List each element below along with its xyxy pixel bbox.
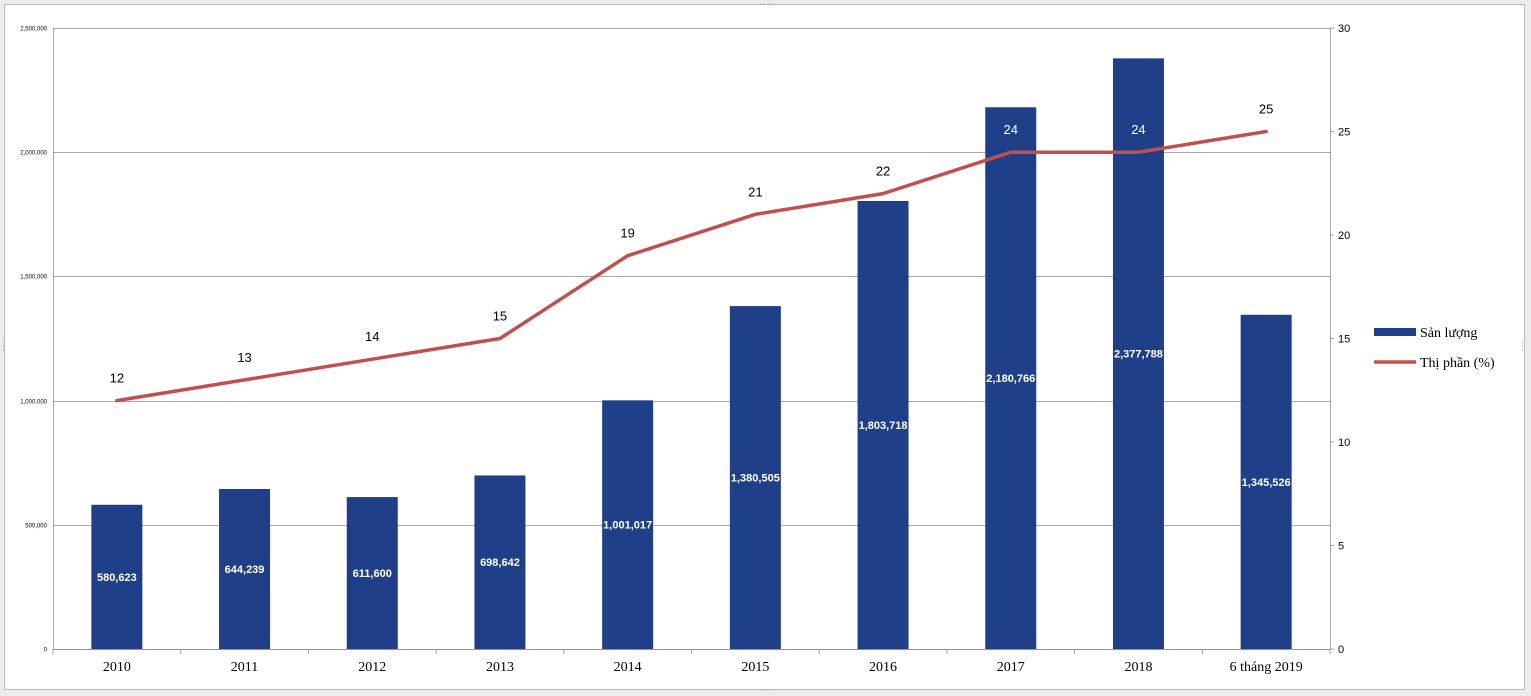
bar-value-label: 1,345,526 [1242,477,1291,489]
bar [91,504,143,649]
y-right-tick-label: 10 [1338,437,1350,449]
line-value-label: 13 [237,350,251,365]
legend: Sản lượng Thị phần (%) [1374,326,1495,371]
top-resize-handle[interactable]: ···· [759,0,775,10]
y-left-tick-label: 1,000,000 [20,400,47,406]
y-right-tick-label: 0 [1338,644,1344,656]
x-tick-label: 2018 [1124,660,1152,675]
line-value-label: 22 [876,164,890,179]
line-value-label: 19 [620,226,634,241]
bar-value-label: 644,239 [225,564,265,576]
y-right-tick-label: 20 [1338,230,1350,242]
bar [1112,58,1164,649]
line-value-label: 14 [365,329,379,344]
bar [602,400,654,649]
y-right-tick-label: 5 [1338,541,1344,553]
y-left-tick-label: 500,000 [25,524,47,530]
bar-value-label: 1,380,505 [731,473,780,485]
y-right-tick-label: 30 [1338,23,1350,35]
line-series [115,129,1268,403]
bar [346,497,398,649]
bar-value-label: 1,803,718 [859,420,908,432]
x-tick-label: 2010 [103,660,131,675]
line-value-label: 21 [748,184,762,199]
y-left-tick-label: 0 [44,648,48,654]
bottom-resize-handle[interactable]: ···· [759,686,775,696]
bar [474,475,526,649]
x-tick-label: 2015 [741,660,769,675]
bar [857,200,909,649]
left-resize-handle[interactable]: · · · [2,338,5,356]
line-value-label: 12 [110,371,124,386]
bar-series [91,58,1292,649]
x-tick-label: 2012 [358,660,386,675]
x-tick-label: 2016 [869,660,897,675]
y-right-tick-label: 25 [1338,127,1350,139]
line-value-label: 25 [1259,102,1273,117]
line-path [115,129,1268,403]
y-left-tick-label: 1,500,000 [20,275,47,281]
bar-value-label: 2,377,788 [1114,349,1163,361]
y-left-tick-label: 2,500,000 [20,27,47,33]
x-tick-label: 2013 [486,660,514,675]
bar [985,107,1037,649]
x-tick-label: 2011 [231,660,258,675]
y-right-tick-label: 15 [1338,334,1350,346]
axes: 0 500,000 1,000,000 1,500,000 2,000,000 2,500… [20,23,1350,675]
bar [219,488,271,649]
legend-label-line: Thị phần (%) [1420,356,1495,371]
line-value-label: 15 [493,309,507,324]
x-tick-label: 6 tháng 2019 [1230,660,1303,675]
line-value-label: 24 [1131,122,1145,137]
x-tick-label: 2017 [997,660,1025,675]
bar [729,306,781,649]
bar-value-label: 1,001,017 [603,520,652,532]
legend-swatch-bar [1374,328,1416,336]
bar [1240,314,1292,649]
bar-value-label: 611,600 [353,568,392,580]
y-left-tick-label: 2,000,000 [20,151,47,157]
bar-value-label: 580,623 [97,572,137,584]
x-tick-label: 2014 [614,660,642,675]
line-value-label: 24 [1004,122,1018,137]
bar-value-label: 698,642 [480,557,520,569]
legend-label-bar: Sản lượng [1420,326,1477,341]
bar-value-label: 2,180,766 [986,373,1035,385]
right-resize-handle[interactable]: · · · [1521,338,1524,356]
data-labels: 580,623 644,239 611,600 698,642 1,001,017 1,3… [97,102,1291,584]
